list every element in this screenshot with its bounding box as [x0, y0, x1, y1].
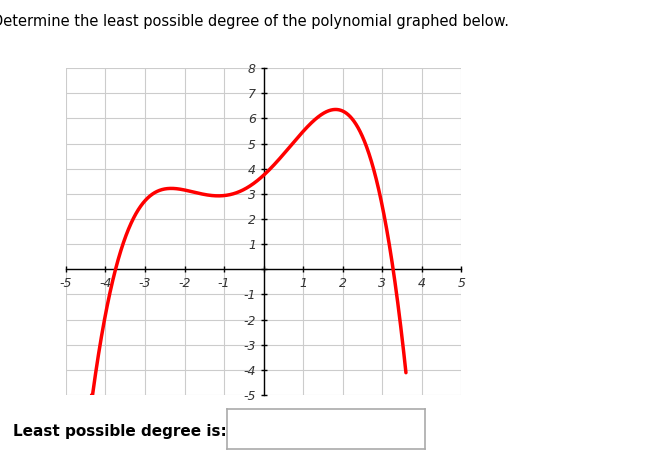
Text: Least possible degree is:: Least possible degree is: [13, 424, 227, 439]
Text: Determine the least possible degree of the polynomial graphed below.: Determine the least possible degree of t… [0, 14, 509, 29]
